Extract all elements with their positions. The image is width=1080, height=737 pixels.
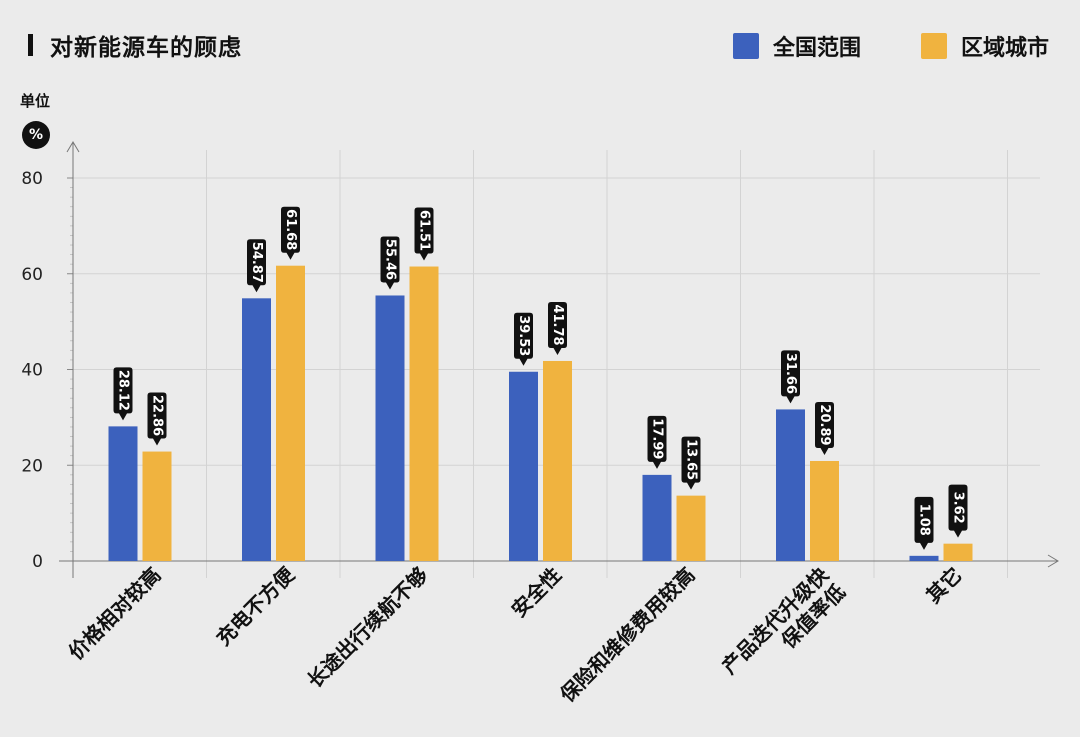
value-label: 17.99	[647, 415, 667, 469]
value-label-text: 55.46	[383, 239, 398, 280]
bar-national	[776, 409, 805, 561]
value-label-badge	[914, 496, 934, 550]
value-label-badge	[281, 206, 300, 260]
value-label-text: 39.53	[516, 315, 531, 356]
value-label-badge	[247, 239, 266, 293]
bar-regional	[543, 360, 572, 561]
bar-regional	[943, 543, 973, 561]
value-label-badge	[948, 484, 968, 538]
bar-regional	[276, 265, 305, 561]
bar-regional	[676, 495, 706, 561]
bar-national	[375, 295, 405, 561]
x-category-label: 充电不方便	[211, 562, 299, 650]
x-category-label: 价格相对较高	[64, 563, 166, 665]
legend-item-national: 全国范围	[733, 30, 861, 62]
bar-national	[509, 371, 538, 561]
x-category-line: 保险和维修费用较高	[555, 563, 700, 708]
bar-national	[642, 474, 672, 561]
value-label: 55.46	[380, 236, 400, 290]
value-label-text: 54.87	[249, 242, 264, 283]
y-tick-label: 20	[21, 456, 43, 476]
y-tick-label: 0	[32, 552, 43, 572]
x-category-label: 其它	[921, 563, 966, 608]
x-category-label: 保险和维修费用较高	[555, 563, 700, 708]
value-label: 61.68	[281, 206, 300, 260]
value-label: 54.87	[247, 239, 266, 293]
bar-national	[242, 298, 271, 561]
value-label-badge	[681, 436, 701, 490]
legend-label-regional: 区域城市	[961, 36, 1050, 61]
value-label-badge	[514, 312, 533, 366]
chart-title: 对新能源车的顾虑	[50, 35, 242, 61]
y-tick-label: 80	[21, 169, 43, 189]
value-label-badge	[380, 236, 400, 290]
bar-regional	[409, 266, 439, 561]
y-tick-label: 40	[21, 361, 43, 381]
value-label: 13.65	[681, 436, 701, 490]
unit-badge: %	[22, 121, 50, 149]
unit-label: 单位	[20, 92, 51, 110]
value-label-badge	[781, 350, 800, 404]
value-label: 20.89	[815, 401, 834, 455]
value-label-text: 61.51	[417, 210, 432, 251]
x-axis-arrow	[1047, 554, 1059, 568]
legend-label-national: 全国范围	[773, 36, 862, 61]
value-label: 1.08	[914, 496, 934, 550]
value-label: 28.12	[113, 367, 133, 421]
value-label: 22.86	[147, 392, 167, 446]
y-axis-arrow	[66, 141, 80, 153]
value-label-text: 20.89	[817, 404, 832, 445]
value-label-badge	[815, 401, 834, 455]
value-label-badge	[548, 301, 567, 355]
value-label-text: 41.78	[550, 304, 565, 345]
value-label-text: 28.12	[116, 370, 131, 411]
value-label-text: 13.65	[684, 439, 699, 480]
value-label-badge	[147, 392, 167, 446]
x-category-label: 长途出行续航不够	[302, 563, 432, 693]
value-label-text: 31.66	[783, 353, 798, 394]
x-category-line: 长途出行续航不够	[302, 563, 432, 693]
value-label-text: 61.68	[283, 209, 298, 250]
legend-item-regional: 区域城市	[921, 30, 1049, 62]
value-label: 39.53	[514, 312, 533, 366]
bar-regional	[142, 451, 172, 561]
x-category-line: 价格相对较高	[64, 563, 166, 665]
value-label: 61.51	[414, 207, 434, 261]
x-category-label: 安全性	[507, 563, 566, 622]
x-category-line: 其它	[921, 563, 966, 608]
value-label: 3.62	[948, 484, 968, 538]
x-category-line: 充电不方便	[211, 562, 299, 650]
title-accent-bar	[28, 34, 33, 56]
value-label-text: 22.86	[150, 395, 165, 436]
bar-national	[108, 426, 138, 561]
x-category-line: 安全性	[507, 563, 566, 622]
value-label-badge	[113, 367, 133, 421]
value-label-text: 17.99	[650, 418, 665, 459]
value-label-badge	[414, 207, 434, 261]
legend-swatch-national	[733, 33, 759, 59]
value-label-badge	[647, 415, 667, 469]
legend-swatch-regional	[921, 33, 947, 59]
value-label: 41.78	[548, 301, 567, 355]
bar-national	[909, 555, 939, 561]
value-label-text: 3.62	[951, 492, 966, 524]
x-category-label: 产品迭代升级快保值率低	[717, 562, 851, 696]
value-label-text: 1.08	[917, 504, 932, 536]
bar-regional	[810, 460, 839, 561]
y-tick-label: 60	[21, 265, 43, 285]
value-label: 31.66	[781, 350, 800, 404]
